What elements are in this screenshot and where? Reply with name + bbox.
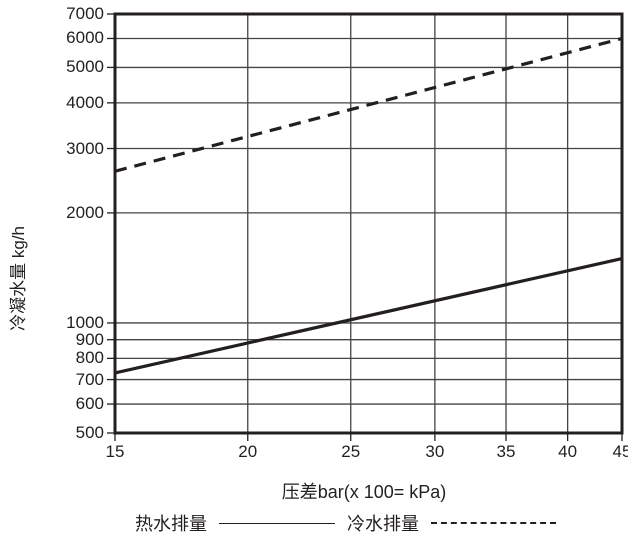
cold-water-series-line [114,36,623,173]
y-tick-label: 800 [75,348,104,368]
y-tick-label: 7000 [66,4,104,23]
legend-hot-label: 热水排量 [135,514,207,534]
y-tick-label: 1000 [66,312,104,332]
y-tick-label: 2000 [66,202,104,222]
y-tick-label: 900 [75,329,104,349]
x-tick-label: 30 [425,442,445,461]
legend-dashed-line-swatch [431,522,556,524]
y-axis-label: 冷凝水量 kg/h [9,226,28,331]
x-tick-label: 35 [496,442,516,461]
y-tick-label: 4000 [66,92,104,112]
y-tick-label: 700 [75,369,104,389]
tick-marks [107,13,623,441]
gridlines [114,13,623,434]
x-tick-label: 40 [558,442,578,461]
legend-solid-line-swatch [219,522,335,524]
x-axis-label: 压差bar(x 100= kPa) [281,482,447,502]
x-tick-label: 20 [238,442,258,461]
plot-frame [113,12,624,435]
x-tick-label: 15 [105,442,125,461]
y-tick-label: 3000 [66,138,104,158]
x-tick-label: 45 [612,442,628,461]
legend-cold-label: 冷水排量 [347,514,419,534]
hot-water-series-line [114,257,623,375]
y-tick-label: 600 [75,394,104,414]
y-tick-label: 6000 [66,28,104,48]
legend: 热水排量 冷水排量 [135,510,568,536]
y-tick-label: 5000 [66,57,104,77]
y-tick-label: 500 [75,423,104,442]
series-lines [114,36,623,375]
x-tick-label: 25 [341,442,361,461]
